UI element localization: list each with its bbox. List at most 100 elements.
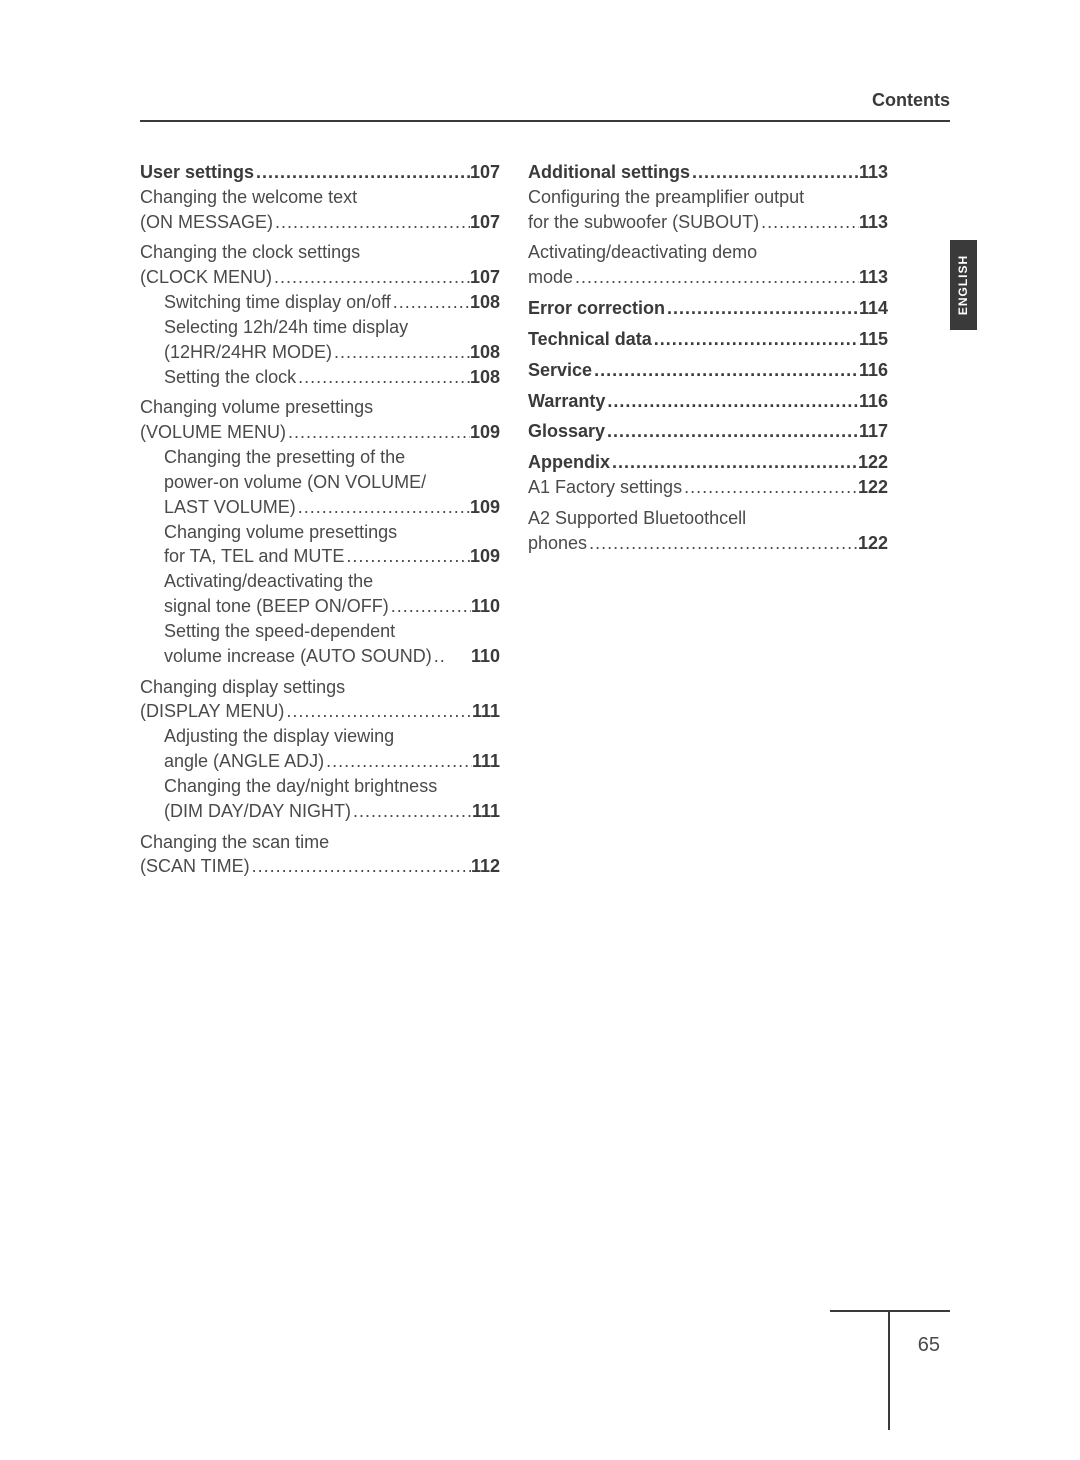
toc-label: LAST VOLUME) [164,495,296,520]
toc-text: Changing the clock settings [140,240,500,265]
toc-leader-dots: ........................................… [250,854,471,879]
language-tab: ENGLISH [950,240,977,330]
toc-text: Changing the presetting of the [140,445,500,470]
toc-entry: phones..................................… [528,531,888,556]
toc-page: 109 [470,420,500,445]
header-title: Contents [872,90,950,111]
toc-page: 115 [859,327,888,352]
toc-page: 109 [470,544,500,569]
toc-entry: (SCAN TIME).............................… [140,854,500,879]
toc-page: 113 [859,265,888,290]
toc-leader-dots: ........................................… [652,327,859,352]
toc-leader-dots: ........................................… [759,210,859,235]
toc-label: User settings [140,160,254,185]
toc-page: 122 [858,450,888,475]
toc-columns: User settings...........................… [140,160,980,879]
toc-label: (SCAN TIME) [140,854,250,879]
toc-page: 108 [470,290,500,315]
toc-text: Changing the scan time [140,830,500,855]
toc-page: 117 [859,419,888,444]
toc-leader-dots: ........................................… [605,419,859,444]
toc-label: Glossary [528,419,605,444]
toc-text: Changing volume presettings [140,520,500,545]
toc-text: Selecting 12h/24h time display [140,315,500,340]
language-tab-label: ENGLISH [957,255,971,315]
toc-leader-dots: ........................................… [344,544,470,569]
toc-page: 112 [471,854,500,879]
toc-entry: LAST VOLUME)............................… [140,495,500,520]
toc-label: Error correction [528,296,665,321]
toc-label: angle (ANGLE ADJ) [164,749,324,774]
toc-entry: Glossary................................… [528,419,888,444]
toc-page: 113 [859,160,888,185]
toc-leader-dots: ........................................… [665,296,859,321]
toc-leader-dots: ........................................… [573,265,859,290]
toc-entry: volume increase (AUTO SOUND) .. 110 [140,644,500,669]
toc-label: Additional settings [528,160,690,185]
toc-leader-dots: ........................................… [391,290,470,315]
toc-leader-dots: ........................................… [610,450,858,475]
toc-text: Activating/deactivating the [140,569,500,594]
toc-label: Service [528,358,592,383]
toc-text: Setting the speed-dependent [140,619,500,644]
toc-label: Switching time display on/off [164,290,391,315]
toc-page: 107 [470,210,500,235]
toc-leader-dots: ........................................… [254,160,470,185]
toc-entry: for the subwoofer (SUBOUT)..............… [528,210,888,235]
toc-label: A1 Factory settings [528,475,682,500]
toc-leader-dots: ........................................… [690,160,859,185]
toc-entry: for TA, TEL and MUTE....................… [140,544,500,569]
toc-text: Activating/deactivating demo [528,240,888,265]
toc-entry: (CLOCK MENU)............................… [140,265,500,290]
toc-text: Changing the day/night brightness [140,774,500,799]
toc-page: 110 [471,594,500,619]
toc-text: Adjusting the display viewing [140,724,500,749]
toc-label: mode [528,265,573,290]
toc-leader-dots: ........................................… [272,265,470,290]
toc-label: Technical data [528,327,652,352]
toc-label: Setting the clock [164,365,296,390]
header-rule [140,120,950,122]
toc-page: 114 [859,296,888,321]
toc-leader-dots: ........................................… [296,495,470,520]
toc-entry: Warranty................................… [528,389,888,414]
toc-label: Warranty [528,389,605,414]
footer-rule [830,1310,950,1312]
toc-label: (VOLUME MENU) [140,420,286,445]
toc-entry: (DIM DAY/DAY NIGHT).....................… [140,799,500,824]
toc-page: 111 [472,749,500,774]
toc-label: signal tone (BEEP ON/OFF) [164,594,389,619]
toc-page: 108 [470,365,500,390]
toc-page: 110 [471,644,500,669]
toc-label: (DIM DAY/DAY NIGHT) [164,799,351,824]
toc-text: Configuring the preamplifier output [528,185,888,210]
toc-label: (12HR/24HR MODE) [164,340,332,365]
toc-label: volume increase (AUTO SOUND) [164,644,432,669]
toc-label: for the subwoofer (SUBOUT) [528,210,759,235]
toc-page: 108 [470,340,500,365]
toc-label: (ON MESSAGE) [140,210,273,235]
page-number: 65 [918,1334,940,1357]
toc-entry: (DISPLAY MENU)..........................… [140,699,500,724]
toc-page: 109 [470,495,500,520]
toc-leader-dots: ........................................… [273,210,470,235]
toc-entry: User settings...........................… [140,160,500,185]
toc-entry: (12HR/24HR MODE)........................… [140,340,500,365]
toc-left-column: User settings...........................… [140,160,500,879]
toc-label: (DISPLAY MENU) [140,699,284,724]
toc-entry: Appendix................................… [528,450,888,475]
toc-entry: angle (ANGLE ADJ).......................… [140,749,500,774]
toc-page: 116 [859,358,888,383]
toc-leader-dots: .. [432,644,471,669]
toc-leader-dots: ........................................… [587,531,858,556]
toc-text: Changing display settings [140,675,500,700]
toc-leader-dots: ........................................… [351,799,472,824]
toc-text: Changing the welcome text [140,185,500,210]
toc-label: (CLOCK MENU) [140,265,272,290]
toc-right-column: Additional settings.....................… [528,160,888,879]
toc-page: 107 [470,265,500,290]
toc-leader-dots: ........................................… [605,389,859,414]
toc-entry: Service.................................… [528,358,888,383]
toc-entry: A1 Factory settings.....................… [528,475,888,500]
toc-page: 111 [472,699,500,724]
